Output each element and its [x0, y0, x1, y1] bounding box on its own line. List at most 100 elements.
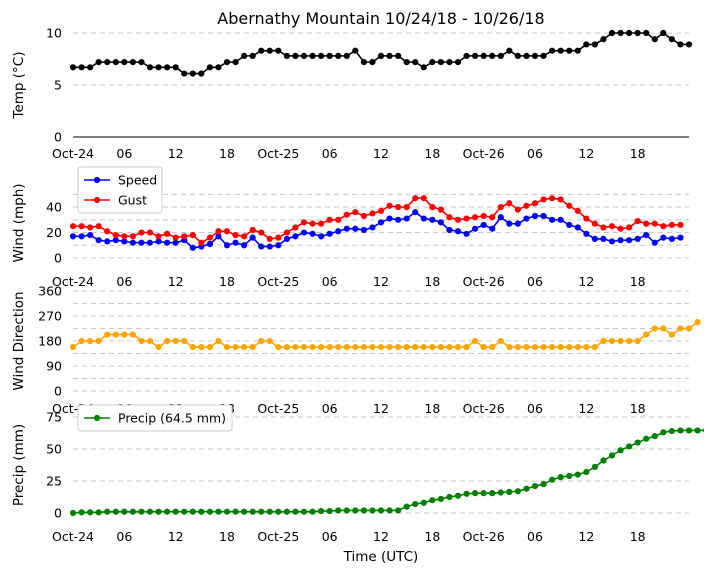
x-tick-label: 12 [168, 146, 184, 161]
data-point [668, 331, 675, 338]
x-tick-label: 06 [527, 146, 543, 161]
data-point [112, 231, 119, 239]
data-point [549, 47, 556, 54]
x-tick-label: Oct-24 [52, 146, 94, 161]
data-point [138, 508, 145, 515]
data-point [360, 507, 367, 514]
series-precip-64-5-mm [69, 427, 704, 517]
data-point [472, 337, 479, 345]
data-point [283, 52, 290, 59]
data-point [395, 203, 402, 211]
data-point [557, 47, 564, 54]
x-tick-label: 18 [630, 146, 646, 161]
data-point [626, 443, 633, 450]
data-point [78, 64, 85, 71]
data-point [463, 230, 470, 237]
data-point [420, 499, 427, 506]
data-point [660, 29, 667, 37]
data-point [566, 202, 573, 209]
data-point [497, 337, 504, 345]
data-point [566, 472, 573, 479]
x-tick-label: Oct-26 [463, 529, 505, 544]
data-point [651, 220, 658, 227]
data-point [249, 234, 256, 241]
data-point [523, 202, 530, 209]
data-point [626, 224, 633, 231]
data-point [506, 344, 513, 351]
data-point [129, 239, 136, 246]
data-point [497, 52, 504, 59]
data-point [583, 230, 590, 237]
data-point [454, 59, 462, 66]
data-point [198, 239, 205, 246]
data-point [489, 225, 496, 232]
data-point [318, 344, 325, 351]
data-point [198, 344, 205, 351]
data-point [215, 64, 222, 71]
y-tick-label: 90 [46, 359, 62, 374]
data-point [318, 507, 325, 515]
data-point [335, 216, 342, 223]
data-point [463, 490, 470, 497]
data-point [129, 508, 136, 515]
legend-box [77, 404, 233, 432]
data-point [121, 331, 128, 338]
data-point [472, 490, 479, 497]
x-tick-label: Oct-25 [257, 529, 299, 544]
data-point [480, 221, 487, 229]
data-point [617, 29, 624, 37]
data-point [138, 229, 145, 236]
data-point [643, 231, 650, 239]
data-point [677, 234, 684, 241]
data-point [146, 229, 154, 236]
x-tick-label: 06 [527, 274, 543, 289]
data-point [266, 337, 273, 345]
data-point [514, 52, 521, 59]
data-point [472, 225, 479, 232]
data-point [617, 237, 624, 244]
data-point [87, 224, 94, 231]
data-point [480, 52, 487, 59]
legend: Precip (64.5 mm) [77, 404, 233, 432]
x-tick-label: Oct-26 [463, 274, 505, 289]
data-point [360, 212, 367, 220]
data-point [198, 508, 205, 515]
data-point [600, 337, 607, 345]
data-point [78, 337, 85, 345]
data-point [266, 243, 273, 250]
data-point [557, 216, 564, 223]
data-point [386, 52, 393, 59]
data-point [643, 220, 650, 227]
legend-marker [93, 196, 101, 204]
data-point [241, 508, 248, 515]
data-point [249, 226, 256, 234]
data-point [283, 508, 290, 515]
data-point [634, 217, 641, 225]
data-point [104, 508, 111, 515]
data-point [489, 490, 496, 497]
data-point [377, 507, 385, 514]
data-point [369, 210, 376, 217]
data-point [540, 196, 547, 203]
data-point [352, 47, 359, 54]
data-point [497, 214, 504, 221]
y-tick-label: 40 [46, 200, 62, 215]
data-point [446, 344, 453, 351]
x-axis-label: Time (UTC) [343, 549, 419, 565]
data-point [369, 224, 376, 231]
data-point [446, 226, 453, 234]
data-point [685, 41, 693, 48]
data-point [463, 215, 470, 222]
x-tick-label: 18 [219, 529, 235, 544]
data-point [591, 344, 598, 351]
data-point [232, 344, 239, 351]
data-point [138, 239, 145, 246]
data-point [129, 59, 136, 66]
x-tick-label: Oct-25 [257, 274, 299, 289]
data-point [78, 509, 85, 516]
data-point [95, 337, 102, 345]
data-point [232, 231, 239, 239]
data-point [189, 244, 196, 251]
data-point [377, 219, 385, 226]
data-point [198, 70, 205, 77]
